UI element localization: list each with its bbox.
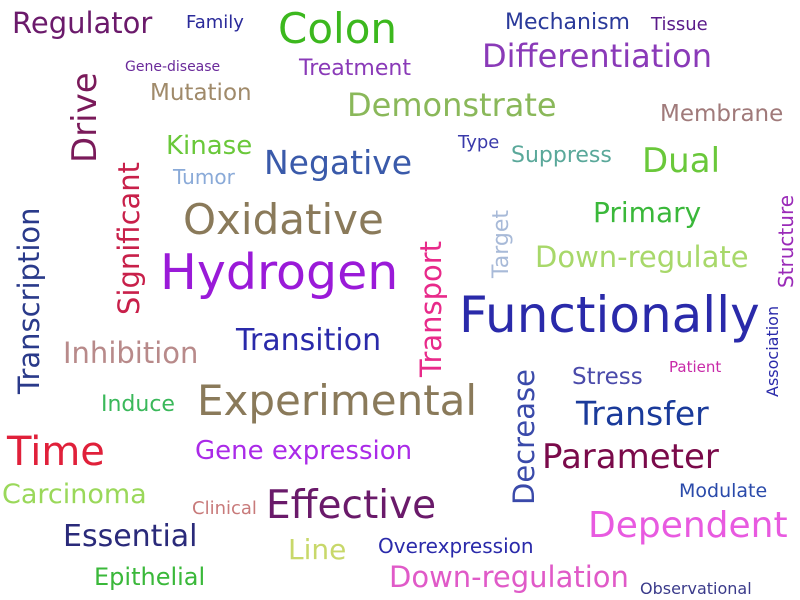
word-transfer: Transfer [576,394,709,433]
word-down-regulate: Down-regulate [535,240,749,274]
word-demonstrate: Demonstrate [347,86,557,124]
word-target: Target [489,209,514,278]
word-primary: Primary [593,196,702,229]
word-hydrogen: Hydrogen [160,244,399,301]
word-gene-expression: Gene expression [195,436,413,466]
word-functionally: Functionally [459,286,760,344]
word-time: Time [7,429,105,475]
word-transport: Transport [414,240,448,377]
word-significant: Significant [112,161,146,315]
word-observational: Observational [640,579,752,598]
word-experimental: Experimental [197,376,478,425]
word-dependent: Dependent [588,505,788,546]
word-colon: Colon [278,4,398,53]
word-dual: Dual [642,141,721,181]
word-patient: Patient [669,358,722,376]
word-down-regulation: Down-regulation [389,560,629,594]
word-membrane: Membrane [660,101,784,127]
word-parameter: Parameter [542,437,719,477]
word-overexpression: Overexpression [378,534,534,558]
word-induce: Induce [101,392,175,417]
word-drive: Drive [65,72,105,163]
word-type: Type [458,132,500,153]
word-association: Association [763,305,782,397]
word-effective: Effective [266,483,437,528]
word-gene-disease: Gene-disease [125,59,221,75]
word-treatment: Treatment [299,56,411,81]
word-clinical: Clinical [192,498,257,519]
word-modulate: Modulate [679,480,768,502]
word-kinase: Kinase [166,131,253,161]
word-family: Family [186,12,244,33]
word-mutation: Mutation [150,80,252,106]
word-suppress: Suppress [511,143,612,168]
word-differentiation: Differentiation [482,37,713,75]
word-epithelial: Epithelial [94,563,206,591]
word-transcription: Transcription [12,207,46,394]
word-negative: Negative [264,143,413,182]
word-stress: Stress [572,364,643,390]
word-essential: Essential [63,519,198,554]
word-structure: Structure [774,194,798,288]
word-carcinoma: Carcinoma [2,479,147,510]
word-inhibition: Inhibition [63,336,199,370]
word-tumor: Tumor [173,165,235,189]
word-regulator: Regulator [12,6,153,40]
word-oxidative: Oxidative [183,195,384,244]
word-tissue: Tissue [651,14,708,35]
word-decrease: Decrease [507,369,541,505]
word-line: Line [288,533,347,566]
word-mechanism: Mechanism [505,10,630,35]
word-transition: Transition [236,323,382,358]
